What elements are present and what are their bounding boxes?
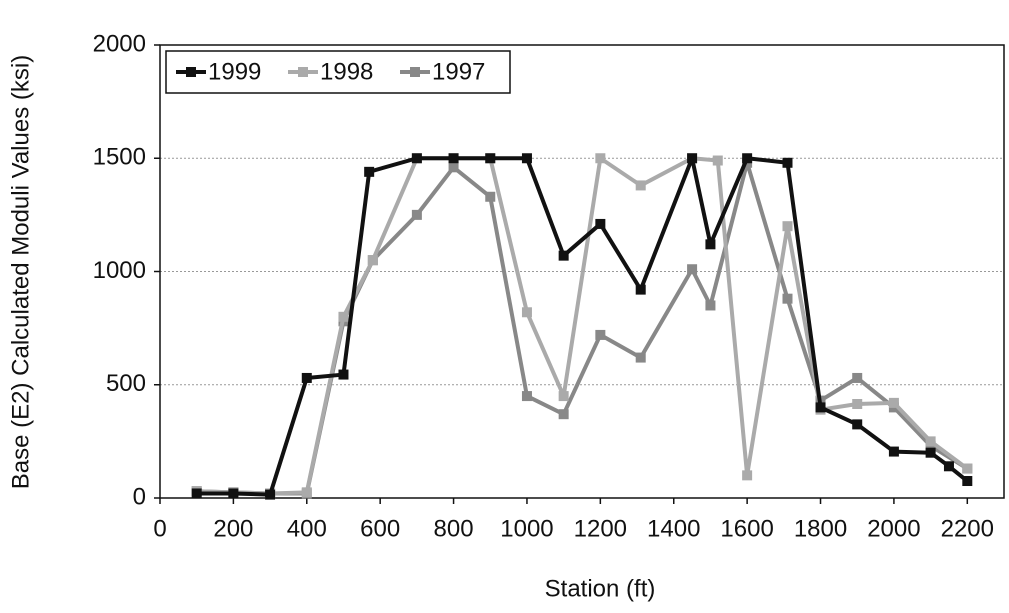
marker	[852, 419, 863, 430]
y-tick-label: 1000	[93, 257, 146, 284]
x-tick-label: 1200	[574, 515, 627, 542]
y-tick-label: 2000	[93, 30, 146, 57]
marker	[742, 153, 753, 164]
marker	[595, 329, 606, 340]
marker	[191, 488, 202, 499]
marker	[521, 391, 532, 402]
marker	[521, 153, 532, 164]
x-tick-label: 1600	[720, 515, 773, 542]
marker	[635, 352, 646, 363]
marker	[448, 162, 459, 173]
marker	[558, 409, 569, 420]
marker	[338, 369, 349, 380]
legend-marker	[186, 67, 196, 77]
plot-frame	[159, 44, 1005, 499]
x-axis-label: Station (ft)	[545, 575, 656, 602]
marker	[228, 488, 239, 499]
x-tick-label: 600	[360, 515, 400, 542]
marker	[595, 218, 606, 229]
x-tick-label: 1800	[794, 515, 847, 542]
marker	[485, 153, 496, 164]
y-tick-label: 0	[133, 483, 146, 510]
legend-label: 1998	[320, 58, 373, 85]
y-tick-label: 1500	[93, 144, 146, 171]
marker	[943, 461, 954, 472]
marker	[742, 470, 753, 481]
series-line	[196, 160, 969, 496]
marker	[888, 397, 899, 408]
marker	[687, 153, 698, 164]
y-axis-label: Base (E2) Calculated Moduli Values (ksi)	[7, 55, 34, 489]
marker	[558, 391, 569, 402]
marker	[367, 255, 378, 266]
marker	[338, 311, 349, 322]
x-tick-label: 200	[213, 515, 253, 542]
marker	[962, 463, 973, 474]
x-tick-label: 2200	[941, 515, 994, 542]
marker	[635, 284, 646, 295]
marker	[301, 487, 312, 498]
x-tick-label: 0	[153, 515, 166, 542]
x-tick-label: 1000	[500, 515, 553, 542]
marker	[364, 166, 375, 177]
marker	[485, 191, 496, 202]
marker	[411, 153, 422, 164]
marker	[925, 447, 936, 458]
marker	[705, 300, 716, 311]
marker	[712, 155, 723, 166]
legend: 1999 1998 1997	[165, 50, 511, 94]
legend-label: 1999	[208, 58, 261, 85]
x-tick-label: 400	[287, 515, 327, 542]
legend-marker	[298, 67, 308, 77]
marker	[852, 372, 863, 383]
marker	[705, 239, 716, 250]
marker	[888, 446, 899, 457]
marker	[521, 307, 532, 318]
marker	[635, 180, 646, 191]
marker	[595, 153, 606, 164]
marker	[925, 436, 936, 447]
x-tick-label: 2000	[867, 515, 920, 542]
legend-marker	[410, 67, 420, 77]
marker	[411, 209, 422, 220]
marker	[558, 250, 569, 261]
marker	[687, 264, 698, 275]
legend-label: 1997	[432, 58, 485, 85]
marker	[815, 402, 826, 413]
y-tick-label: 500	[106, 370, 146, 397]
marker	[782, 293, 793, 304]
marker	[962, 476, 973, 487]
marker	[265, 489, 276, 500]
legend-box	[165, 50, 511, 94]
marker	[782, 157, 793, 168]
marker	[448, 153, 459, 164]
series-line	[196, 156, 969, 497]
marker	[782, 221, 793, 232]
x-tick-label: 800	[434, 515, 474, 542]
series-line	[196, 156, 969, 496]
marker	[301, 372, 312, 383]
x-tick-label: 1400	[647, 515, 700, 542]
marker	[852, 399, 863, 410]
